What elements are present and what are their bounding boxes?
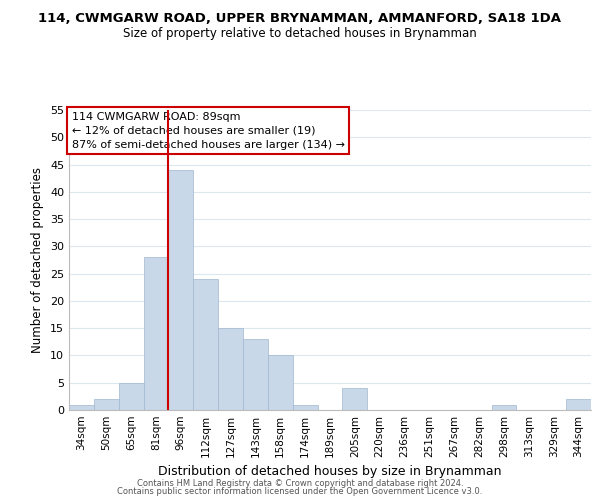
Bar — [193, 279, 218, 410]
Bar — [69, 404, 94, 410]
Text: Contains HM Land Registry data © Crown copyright and database right 2024.: Contains HM Land Registry data © Crown c… — [137, 478, 463, 488]
Bar — [143, 258, 169, 410]
Bar — [268, 356, 293, 410]
Bar — [243, 339, 268, 410]
Bar — [566, 399, 591, 410]
Text: Size of property relative to detached houses in Brynamman: Size of property relative to detached ho… — [123, 28, 477, 40]
Bar — [169, 170, 193, 410]
Bar — [343, 388, 367, 410]
X-axis label: Distribution of detached houses by size in Brynamman: Distribution of detached houses by size … — [158, 466, 502, 478]
Y-axis label: Number of detached properties: Number of detached properties — [31, 167, 44, 353]
Bar — [218, 328, 243, 410]
Bar — [94, 399, 119, 410]
Bar — [491, 404, 517, 410]
Text: Contains public sector information licensed under the Open Government Licence v3: Contains public sector information licen… — [118, 487, 482, 496]
Bar — [293, 404, 317, 410]
Text: 114 CWMGARW ROAD: 89sqm
← 12% of detached houses are smaller (19)
87% of semi-de: 114 CWMGARW ROAD: 89sqm ← 12% of detache… — [71, 112, 344, 150]
Text: 114, CWMGARW ROAD, UPPER BRYNAMMAN, AMMANFORD, SA18 1DA: 114, CWMGARW ROAD, UPPER BRYNAMMAN, AMMA… — [38, 12, 562, 26]
Bar — [119, 382, 143, 410]
